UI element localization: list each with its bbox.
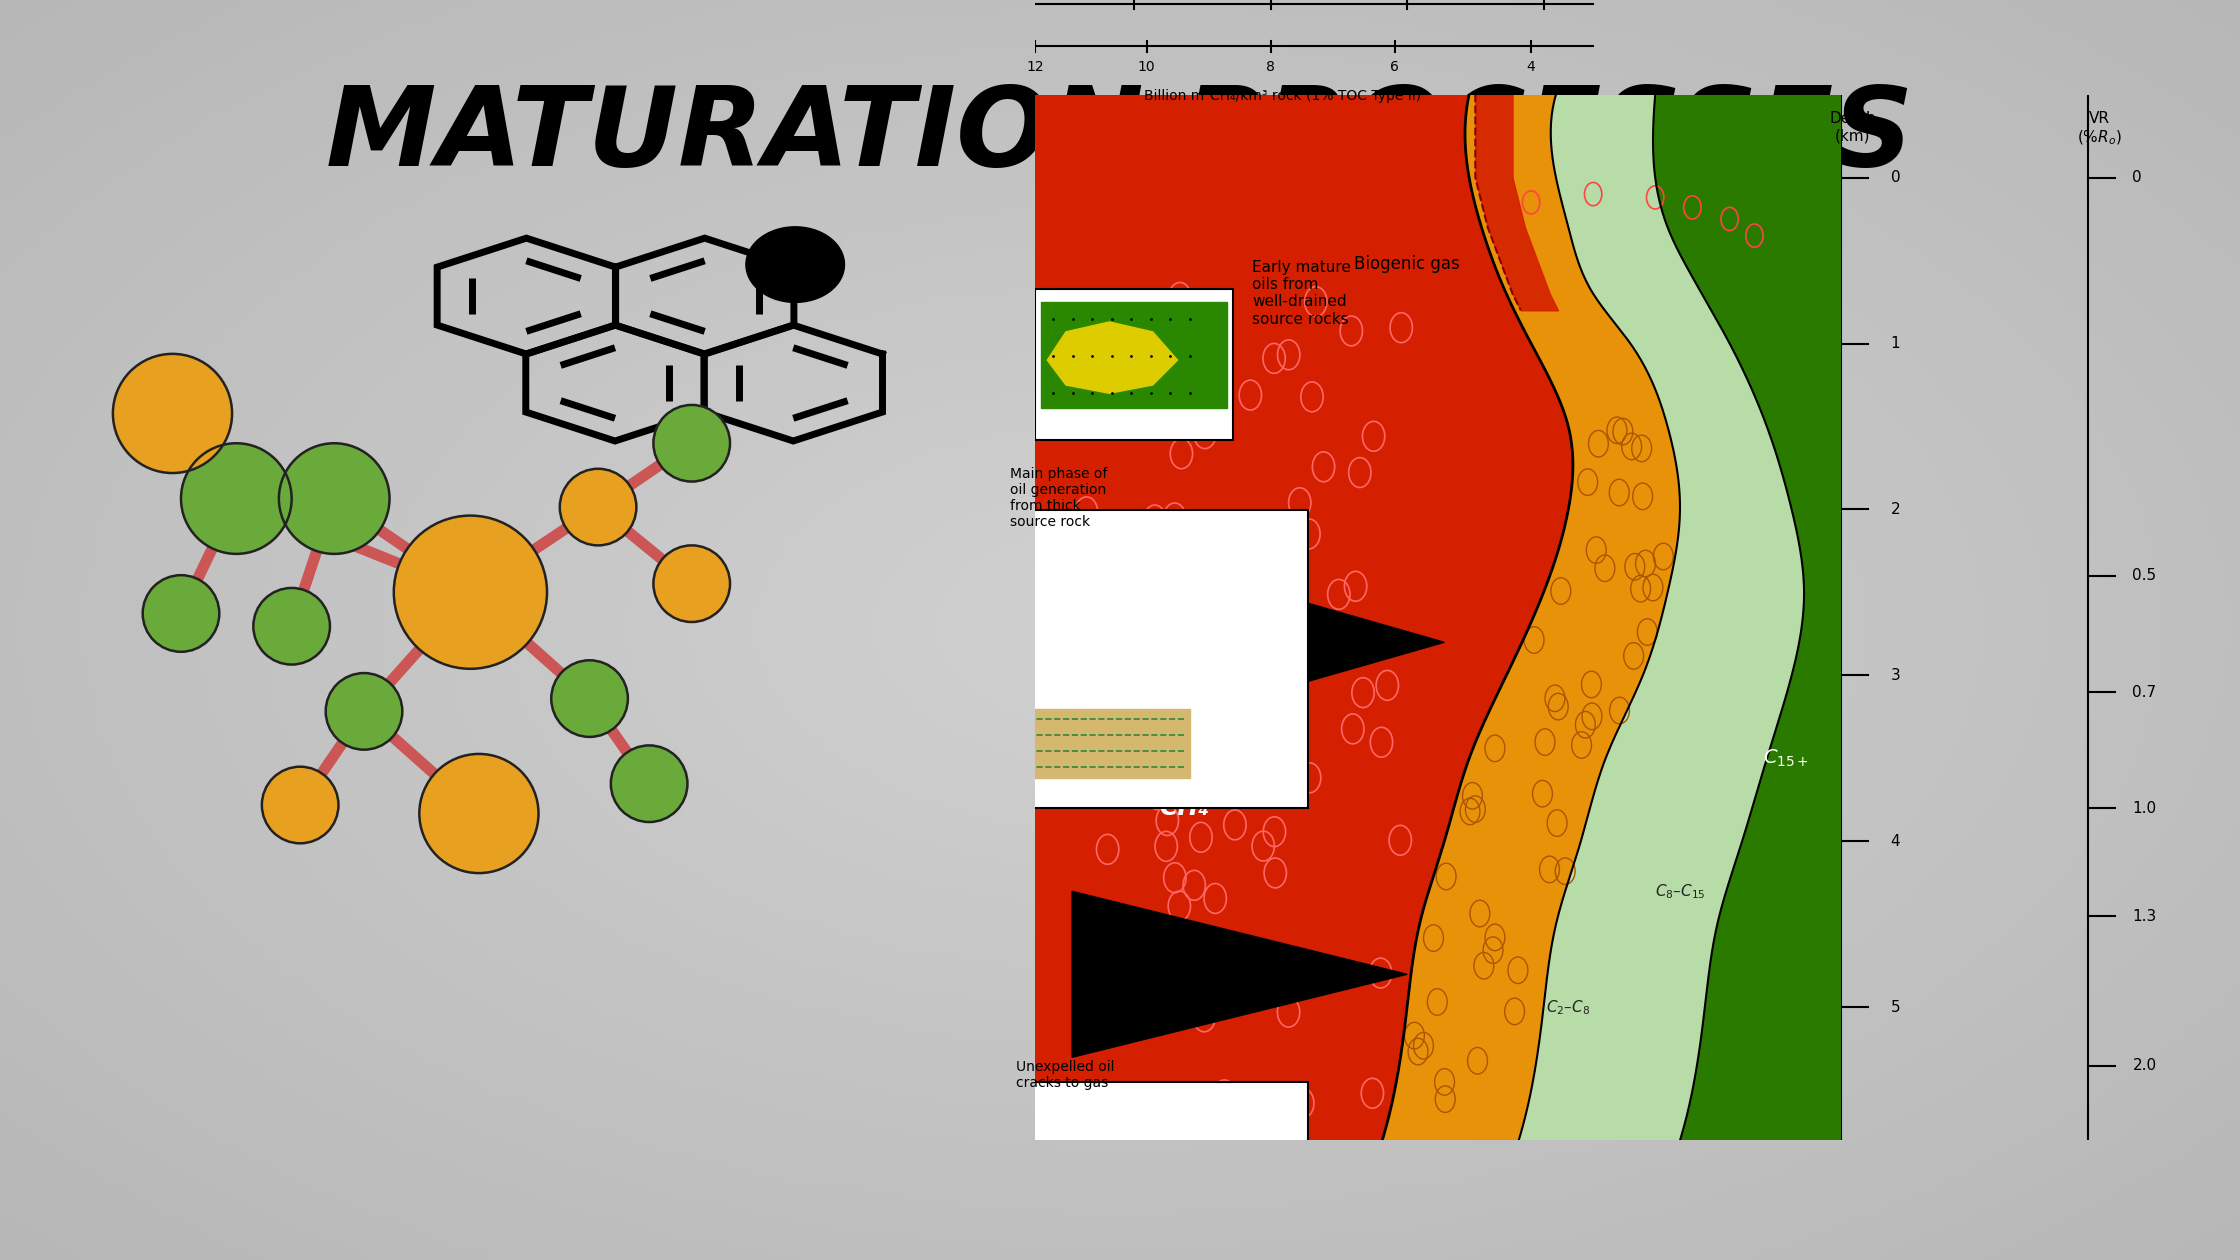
Text: $C_{15+}$: $C_{15+}$ <box>1763 748 1808 769</box>
Text: MATURATION PROCESSES: MATURATION PROCESSES <box>327 82 1913 189</box>
Circle shape <box>253 588 329 664</box>
Polygon shape <box>1048 321 1178 393</box>
Circle shape <box>612 746 688 822</box>
Polygon shape <box>1098 543 1445 742</box>
Text: CH₄: CH₄ <box>1158 796 1210 820</box>
Polygon shape <box>1035 94 1572 1140</box>
Bar <box>1042 302 1228 408</box>
Text: 0: 0 <box>1891 170 1900 185</box>
Text: 3: 3 <box>1891 668 1900 683</box>
Text: Biogenic gas: Biogenic gas <box>1355 255 1460 273</box>
Text: $C_8$–$C_{15}$: $C_8$–$C_{15}$ <box>1655 882 1705 901</box>
Text: 4: 4 <box>1891 834 1900 849</box>
Bar <box>1035 289 1234 440</box>
Circle shape <box>112 354 233 472</box>
Text: 1: 1 <box>1891 336 1900 352</box>
Text: 12: 12 <box>1026 60 1044 74</box>
Text: 2.0: 2.0 <box>2132 1058 2157 1074</box>
Text: 1.0: 1.0 <box>2132 801 2157 815</box>
Text: Unexpelled oil
cracks to gas: Unexpelled oil cracks to gas <box>1017 1061 1116 1090</box>
Circle shape <box>143 575 220 651</box>
Text: 10: 10 <box>1138 60 1156 74</box>
Text: Depth
(km): Depth (km) <box>1830 111 1875 144</box>
Circle shape <box>394 515 547 669</box>
Circle shape <box>262 766 338 843</box>
Text: 1.3: 1.3 <box>2132 908 2157 924</box>
Bar <box>1004 708 1189 779</box>
Text: 4: 4 <box>1528 60 1534 74</box>
Circle shape <box>419 753 538 873</box>
Text: $C_2$–$C_8$: $C_2$–$C_8$ <box>1546 998 1590 1017</box>
Polygon shape <box>1519 94 1803 1140</box>
Circle shape <box>278 444 390 554</box>
Circle shape <box>325 673 403 750</box>
Circle shape <box>654 546 730 622</box>
Text: Early mature
oils from
well-drained
source rocks: Early mature oils from well-drained sour… <box>1252 260 1351 326</box>
Text: VR
(%$R_o$): VR (%$R_o$) <box>2076 111 2121 147</box>
Text: 0.7: 0.7 <box>2132 684 2157 699</box>
Text: 0: 0 <box>2132 170 2141 185</box>
Bar <box>997 1082 1308 1173</box>
Polygon shape <box>1653 94 1841 1140</box>
Circle shape <box>551 660 627 737</box>
Text: Main phase of
oil generation
from thick
source rock: Main phase of oil generation from thick … <box>1010 466 1107 529</box>
Polygon shape <box>746 227 844 302</box>
Text: 6: 6 <box>1391 60 1400 74</box>
Text: 0.5: 0.5 <box>2132 568 2157 583</box>
Polygon shape <box>1073 891 1407 1057</box>
Circle shape <box>654 404 730 481</box>
Circle shape <box>181 444 291 554</box>
Polygon shape <box>1382 94 1680 1140</box>
Circle shape <box>560 469 636 546</box>
Text: 8: 8 <box>1266 60 1275 74</box>
Bar <box>997 509 1308 809</box>
Text: 5: 5 <box>1891 1000 1900 1016</box>
Text: 2: 2 <box>1891 501 1900 517</box>
Text: Billion m³CH₄/km³ rock (1% TOC Type II): Billion m³CH₄/km³ rock (1% TOC Type II) <box>1145 88 1422 103</box>
